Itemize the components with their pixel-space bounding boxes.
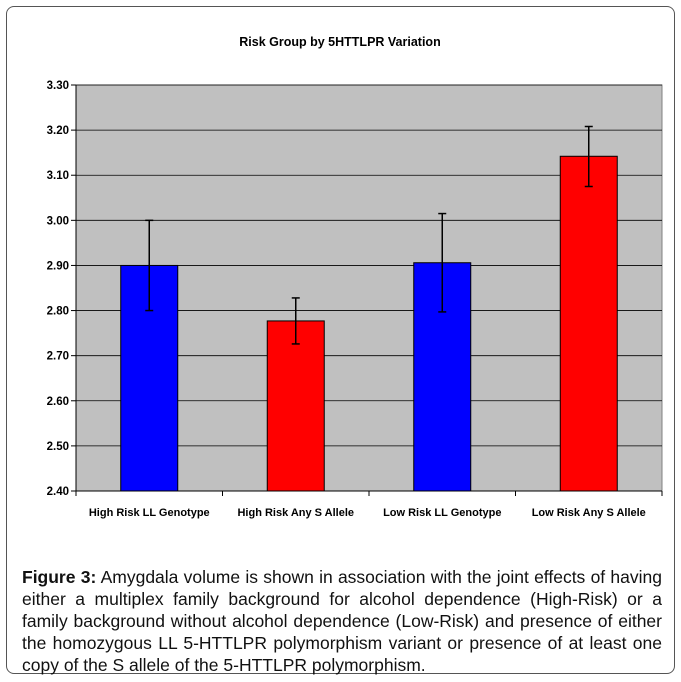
y-tick-label: 2.60 [47,396,69,408]
y-tick-label: 2.50 [47,441,69,453]
y-tick-label: 2.80 [47,306,69,318]
y-tick-label: 3.30 [47,80,69,92]
figure-caption: Figure 3: Amygdala volume is shown in as… [22,566,662,676]
caption-text: Amygdala volume is shown in association … [22,567,662,675]
bar-chart: Risk Group by 5HTTLPR Variation 2.40 2.50… [47,35,663,519]
bar [559,155,618,492]
caption-label: Figure 3: [22,567,97,587]
x-tick-label: High Risk Any S Allele [237,507,354,519]
chart-title: Risk Group by 5HTTLPR Variation [239,35,440,49]
bar [266,320,325,492]
y-tick-label: 3.10 [47,170,69,182]
y-tick-label: 2.90 [47,260,69,272]
chart-container: Risk Group by 5HTTLPR Variation 2.40 2.50… [6,6,675,531]
y-tick-label: 3.00 [47,215,69,227]
x-tick-label: High Risk LL Genotype [89,507,210,519]
x-tick-label: Low Risk LL Genotype [383,507,501,519]
x-tick-label: Low Risk Any S Allele [532,507,646,519]
y-tick-label: 2.40 [47,486,69,498]
y-tick-label: 2.70 [47,351,69,363]
y-tick-label: 3.20 [47,125,69,137]
